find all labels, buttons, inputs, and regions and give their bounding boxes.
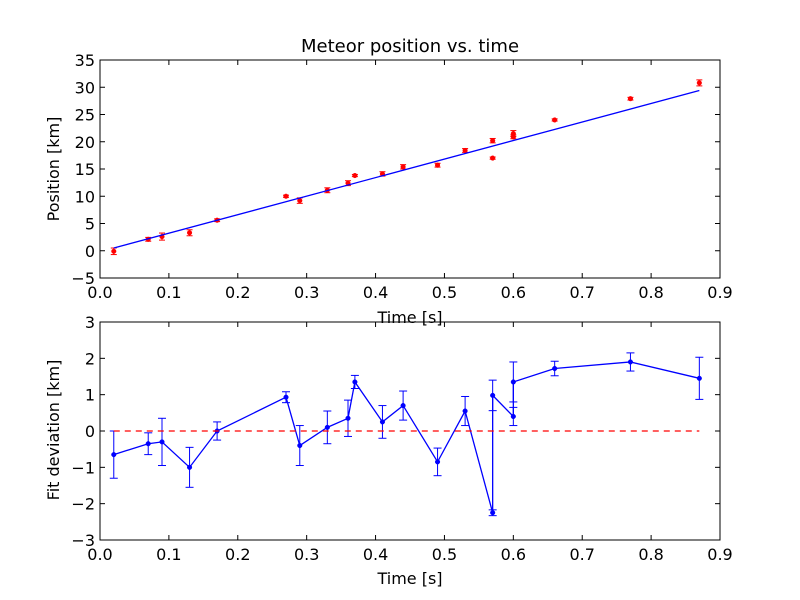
y-axis-label: Position [km]	[44, 117, 63, 222]
data-point	[297, 442, 303, 449]
x-tick-label: 0.6	[501, 283, 526, 302]
data-point	[435, 162, 441, 168]
data-point	[462, 147, 468, 154]
data-point	[400, 403, 406, 409]
plot-area	[110, 79, 703, 256]
y-tick-label: 3	[85, 313, 95, 332]
data-point	[283, 193, 289, 199]
data-point	[435, 459, 441, 465]
y-tick-label: 30	[75, 78, 95, 97]
data-point	[111, 248, 117, 254]
y-tick-label: 1	[85, 386, 95, 405]
data-point	[490, 510, 496, 516]
x-tick-label: 0.7	[569, 545, 594, 564]
x-tick-label: 0.4	[363, 283, 388, 302]
x-tick-label: 0.0	[87, 545, 112, 564]
x-tick-label: 0.4	[363, 545, 388, 564]
data-point	[111, 452, 117, 458]
data-point	[552, 117, 558, 123]
data-point	[627, 96, 633, 102]
x-tick-label: 0.9	[707, 283, 732, 302]
y-axis-label: Fit deviation [km]	[44, 360, 63, 501]
data-point	[400, 164, 406, 170]
x-tick-label: 0.9	[707, 545, 732, 564]
y-tick-label: 2	[85, 349, 95, 368]
x-tick-label: 0.0	[87, 283, 112, 302]
data-point	[490, 155, 496, 161]
data-point	[379, 419, 385, 425]
x-tick-label: 0.5	[432, 283, 457, 302]
data-point	[696, 80, 702, 86]
y-tick-label: −2	[71, 495, 95, 514]
y-tick-label: 15	[75, 160, 95, 179]
x-axis-label: Time [s]	[376, 569, 442, 588]
data-point	[490, 138, 496, 144]
y-tick-label: 35	[75, 51, 95, 70]
data-point	[352, 379, 358, 385]
data-point	[552, 365, 558, 372]
x-tick-label: 0.2	[225, 545, 250, 564]
plot-area	[109, 352, 704, 517]
x-tick-label: 0.7	[569, 283, 594, 302]
y-tick-label: −5	[71, 269, 95, 288]
x-axis-label: Time [s]	[376, 308, 442, 327]
data-point	[510, 134, 516, 140]
data-point	[187, 230, 193, 236]
y-tick-label: 0	[85, 242, 95, 261]
y-tick-label: −3	[71, 531, 95, 550]
data-point	[352, 172, 358, 179]
chart-title: Meteor position vs. time	[301, 36, 519, 57]
data-point	[510, 413, 516, 420]
data-point	[187, 464, 193, 470]
data-point	[159, 439, 165, 445]
x-tick-label: 0.6	[501, 545, 526, 564]
data-point	[510, 379, 516, 385]
data-point	[345, 415, 351, 421]
y-tick-label: 5	[85, 215, 95, 234]
y-tick-label: 20	[75, 133, 95, 152]
fit-line	[113, 89, 700, 249]
data-point	[145, 441, 151, 447]
data-point	[462, 408, 468, 414]
x-tick-label: 0.1	[156, 283, 181, 302]
y-tick-label: 10	[75, 187, 95, 206]
x-tick-label: 0.5	[432, 545, 457, 564]
data-point	[283, 394, 289, 400]
position-plot: Meteor position vs. time Time [s] Positi…	[44, 36, 733, 327]
x-tick-label: 0.1	[156, 545, 181, 564]
x-tick-label: 0.3	[294, 283, 319, 302]
data-point	[627, 359, 633, 365]
y-tick-label: 25	[75, 106, 95, 125]
y-tick-label: 0	[85, 422, 95, 441]
data-point	[696, 375, 702, 381]
data-point	[324, 424, 330, 430]
deviation-plot: Time [s] Fit deviation [km] 0.0 0.1 0.2 0.3…	[44, 313, 733, 588]
x-tick-label: 0.2	[225, 283, 250, 302]
data-point	[490, 392, 496, 398]
x-tick-label: 0.8	[638, 283, 663, 302]
y-tick-label: −1	[71, 458, 95, 477]
x-tick-label: 0.8	[638, 545, 663, 564]
x-tick-label: 0.3	[294, 545, 319, 564]
